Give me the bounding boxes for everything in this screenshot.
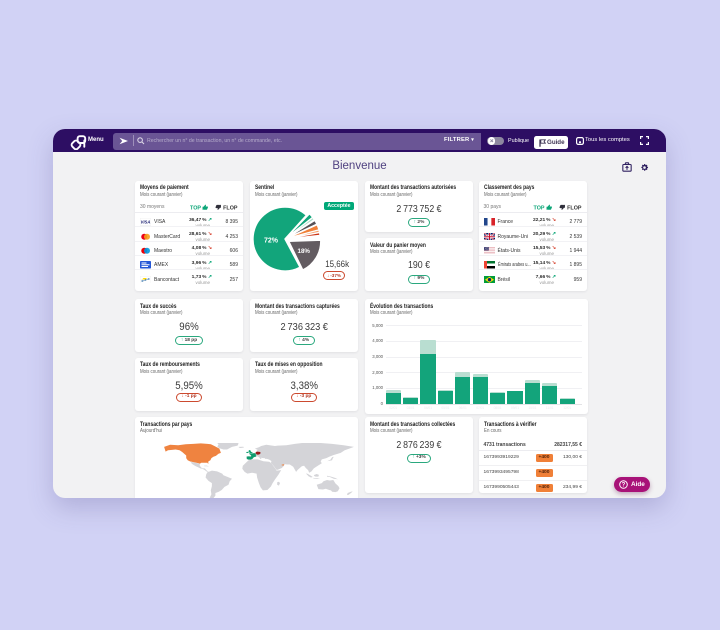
svg-text:18%: 18% — [297, 248, 310, 255]
svg-text:VISA: VISA — [141, 220, 151, 225]
svg-text:?: ? — [622, 483, 626, 489]
svg-text:72%: 72% — [264, 237, 279, 244]
